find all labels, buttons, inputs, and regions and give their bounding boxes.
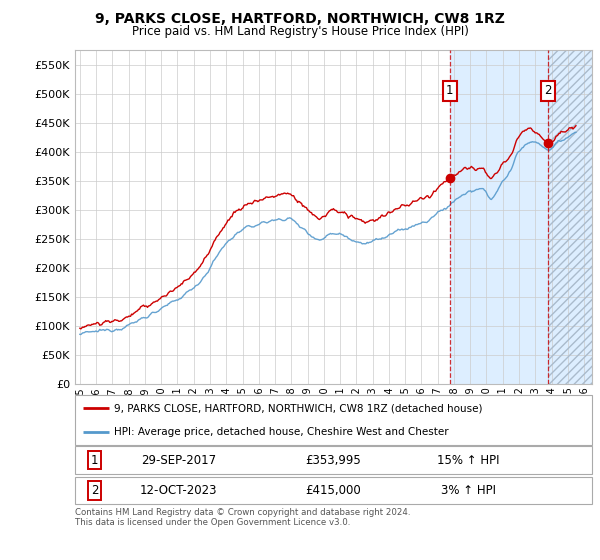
Bar: [548, 50, 592, 384]
Text: 29-SEP-2017: 29-SEP-2017: [141, 454, 216, 467]
Text: £415,000: £415,000: [306, 484, 361, 497]
Text: Price paid vs. HM Land Registry's House Price Index (HPI): Price paid vs. HM Land Registry's House …: [131, 25, 469, 38]
Text: HPI: Average price, detached house, Cheshire West and Chester: HPI: Average price, detached house, Ches…: [114, 427, 448, 437]
FancyBboxPatch shape: [75, 395, 592, 445]
FancyBboxPatch shape: [75, 446, 592, 474]
Text: 2: 2: [544, 85, 552, 97]
Text: 1: 1: [446, 85, 454, 97]
FancyBboxPatch shape: [75, 477, 592, 505]
Text: 15% ↑ HPI: 15% ↑ HPI: [437, 454, 499, 467]
Text: 12-OCT-2023: 12-OCT-2023: [140, 484, 217, 497]
Text: 9, PARKS CLOSE, HARTFORD, NORTHWICH, CW8 1RZ: 9, PARKS CLOSE, HARTFORD, NORTHWICH, CW8…: [95, 12, 505, 26]
Text: 2: 2: [91, 484, 98, 497]
Text: 1: 1: [91, 454, 98, 467]
Bar: [450, 50, 592, 384]
Text: Contains HM Land Registry data © Crown copyright and database right 2024.
This d: Contains HM Land Registry data © Crown c…: [75, 508, 410, 528]
Text: £353,995: £353,995: [306, 454, 361, 467]
Text: 9, PARKS CLOSE, HARTFORD, NORTHWICH, CW8 1RZ (detached house): 9, PARKS CLOSE, HARTFORD, NORTHWICH, CW8…: [114, 403, 482, 413]
Text: 3% ↑ HPI: 3% ↑ HPI: [440, 484, 496, 497]
